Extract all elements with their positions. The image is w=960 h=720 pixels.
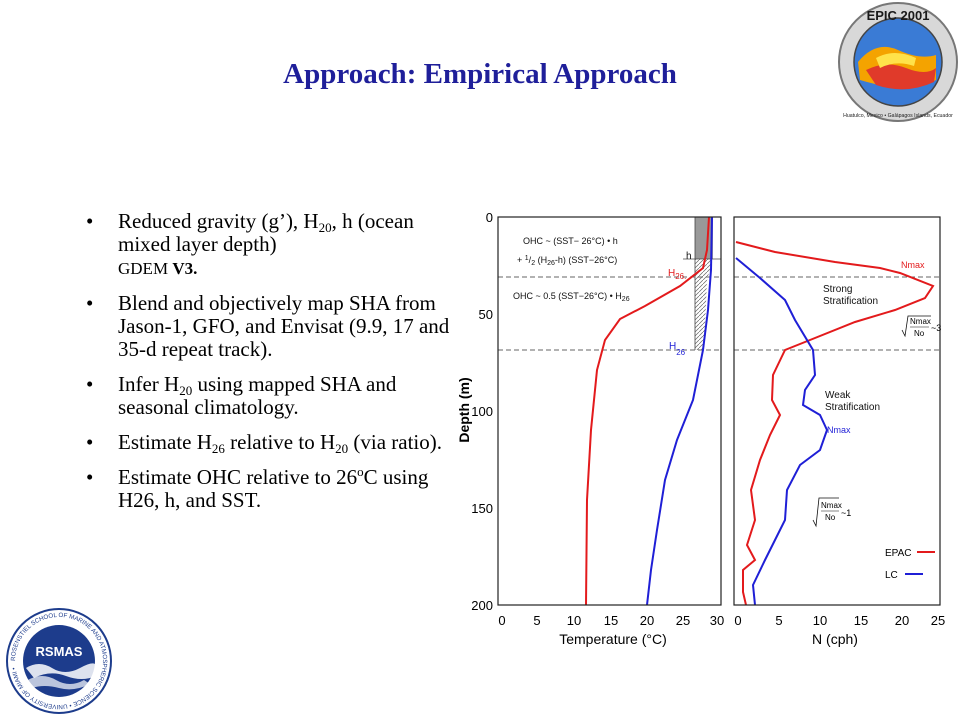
n-tick-labels: 0 5 10 15 20 25 <box>734 613 945 628</box>
temperature-tick-label: 10 <box>567 613 581 628</box>
depth-tick-label: 50 <box>479 307 493 322</box>
temperature-tick-labels: 0 5 10 15 20 25 30 <box>498 613 724 628</box>
h-label: h <box>686 251 692 262</box>
temperature-panel-frame <box>497 216 722 606</box>
n-tick-label: 10 <box>813 613 827 628</box>
ohc-formula-1: OHC ~ (SST− 26°C) • h <box>523 236 618 246</box>
bullet-item: Blend and objectively map SHA from Jason… <box>80 292 460 361</box>
buoyancy-panel-frame <box>733 216 941 606</box>
strong-stratification-label-2: Stratification <box>823 296 878 307</box>
svg-text:~1: ~1 <box>841 508 851 518</box>
ohc-hatched-region <box>695 259 713 350</box>
bullet-item: Infer H20 using mapped SHA and seasonal … <box>80 373 460 419</box>
svg-text:Nmax: Nmax <box>910 317 931 326</box>
temperature-panel: OHC ~ (SST− 26°C) • h + 1/2 (H26-h) (SST… <box>497 216 724 647</box>
n-tick-label: 20 <box>895 613 909 628</box>
depth-axis-label: Depth (m) <box>456 377 472 442</box>
weak-stratification-label: Weak <box>825 390 851 401</box>
epic-logo-title: EPIC 2001 <box>867 8 930 23</box>
h26-lc-label: H26 <box>669 341 686 357</box>
temperature-tick-label: 30 <box>710 613 724 628</box>
epac-temperature-line <box>585 216 710 606</box>
n-tick-label: 0 <box>734 613 741 628</box>
bullet-item: Estimate OHC relative to 26oC using H26,… <box>80 465 460 512</box>
strong-stratification-label: Strong <box>823 284 852 295</box>
bullet-list: Reduced gravity (g’), H20, h (ocean mixe… <box>80 210 460 524</box>
ohc-shaded-region <box>695 217 713 259</box>
weak-stratification-label-2: Stratification <box>825 402 880 413</box>
bullet-item: Reduced gravity (g’), H20, h (ocean mixe… <box>80 210 460 280</box>
lc-temperature-line <box>646 216 713 606</box>
svg-text:~3: ~3 <box>931 323 941 333</box>
profile-figure: Depth (m) 0 50 100 150 200 OHC ~ (SST− 2… <box>456 210 945 647</box>
temperature-tick-label: 20 <box>640 613 654 628</box>
n-tick-label: 25 <box>931 613 945 628</box>
legend-epac-label: EPAC <box>885 548 912 559</box>
slide-title: Approach: Empirical Approach <box>283 58 677 90</box>
nmax-lc-label: Nmax <box>827 425 851 435</box>
n-axis-label: N (cph) <box>812 631 858 647</box>
svg-text:Nmax: Nmax <box>821 501 842 510</box>
depth-tick-label: 200 <box>471 598 493 613</box>
nmax-epac-label: Nmax <box>901 260 925 270</box>
buoyancy-panel: Nmax Strong Stratification Nmax No ~3 We… <box>733 216 945 647</box>
legend: EPAC LC <box>885 548 935 581</box>
n-tick-label: 5 <box>775 613 782 628</box>
temperature-axis-label: Temperature (°C) <box>559 631 667 647</box>
ohc-formula-3: OHC ~ 0.5 (SST−26°C) • H26 <box>513 291 630 303</box>
epic-2001-logo: EPIC 2001 Huatulco, Mexico • Galápagos I… <box>838 2 958 122</box>
ratio-strong: Nmax No ~3 <box>901 315 941 338</box>
depth-tick-label: 0 <box>486 210 493 225</box>
rsmas-logo-text: RSMAS <box>36 644 83 659</box>
epic-logo-subtitle: Huatulco, Mexico • Galápagos Islands, Ec… <box>843 113 953 119</box>
temperature-tick-label: 0 <box>498 613 505 628</box>
epac-n-line <box>735 241 935 606</box>
svg-text:No: No <box>825 513 836 522</box>
h26-epac-label: H26. <box>668 268 686 281</box>
legend-lc-label: LC <box>885 570 898 581</box>
depth-tick-label: 100 <box>471 404 493 419</box>
depth-tick-label: 150 <box>471 501 493 516</box>
lc-n-line <box>735 257 829 606</box>
bullet-item: Estimate H26 relative to H20 (via ratio)… <box>80 431 460 456</box>
temperature-tick-label: 5 <box>533 613 540 628</box>
n-tick-label: 15 <box>854 613 868 628</box>
rsmas-logo: RSMAS ROSENSTIEL SCHOOL OF MARINE AND AT… <box>6 608 112 714</box>
ohc-formula-2: + 1/2 (H26-h) (SST−26°C) <box>517 255 617 267</box>
ratio-weak: Nmax No ~1 <box>812 497 851 528</box>
temperature-tick-label: 15 <box>604 613 618 628</box>
depth-tick-labels: 0 50 100 150 200 <box>471 210 493 613</box>
temperature-tick-label: 25 <box>676 613 690 628</box>
svg-text:No: No <box>914 329 925 338</box>
